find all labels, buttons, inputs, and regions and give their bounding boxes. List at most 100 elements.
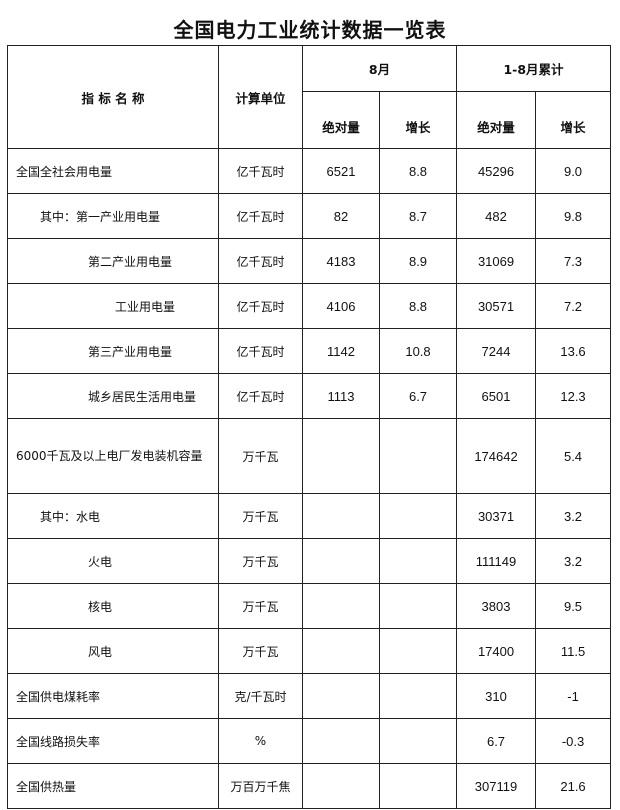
header-indicator-name: 指 标 名 称 [7,45,219,149]
cum-growth: 9.8 [535,193,612,239]
table-row: 全国供热量 万百万千焦 307119 21.6 [7,763,612,809]
row-name: 全国线路损失率 [7,718,219,764]
header-cum-abs: 绝对量 [456,91,537,149]
cum-growth: 13.6 [535,328,612,374]
table-row: 火电 万千瓦 111149 3.2 [7,538,612,584]
cum-growth: 7.3 [535,238,612,284]
row-unit: 万千瓦 [218,628,303,674]
table-row: 6000千瓦及以上电厂发电装机容量 万千瓦 174642 5.4 [7,418,612,494]
month-abs [302,673,380,719]
row-unit: 亿千瓦时 [218,148,303,194]
cum-abs: 7244 [456,328,537,374]
cum-abs: 111149 [456,538,537,584]
month-growth [378,673,458,719]
month-abs [302,628,380,674]
table-row: 核电 万千瓦 3803 9.5 [7,583,612,629]
cum-abs: 31069 [456,238,537,284]
row-unit: 亿千瓦时 [218,238,303,284]
header-month-abs: 绝对量 [302,91,380,149]
header-month-growth: 增长 [378,91,458,149]
month-growth [378,493,458,539]
month-abs [302,418,380,494]
table-row: 全国全社会用电量 亿千瓦时 6521 8.8 45296 9.0 [7,148,612,194]
cum-growth: -0.3 [535,718,612,764]
month-abs: 4106 [302,283,380,329]
header-month: 8月 [301,45,458,92]
month-growth: 8.7 [378,193,458,239]
month-abs [302,583,380,629]
month-growth: 10.8 [378,328,458,374]
cum-abs: 174642 [456,418,537,494]
cum-abs: 307119 [456,763,537,809]
month-growth [378,763,458,809]
month-abs: 1142 [302,328,380,374]
table-row: 工业用电量 亿千瓦时 4106 8.8 30571 7.2 [7,283,612,329]
cum-abs: 6501 [456,373,537,419]
month-growth [378,718,458,764]
month-growth: 8.8 [378,283,458,329]
cum-abs: 30571 [456,283,537,329]
table-row: 全国线路损失率% 6.7 -0.3 [7,718,612,764]
month-abs [302,718,380,764]
table-row: 其中：第一产业用电量 亿千瓦时 82 8.7 482 9.8 [7,193,612,239]
cum-growth: 9.5 [535,583,612,629]
month-growth [378,418,458,494]
month-abs: 6521 [302,148,380,194]
cum-growth: 11.5 [535,628,612,674]
row-unit: 亿千瓦时 [218,328,303,374]
row-name: 第二产业用电量 [7,238,219,284]
row-name: 6000千瓦及以上电厂发电装机容量 [7,418,219,494]
cum-growth: 5.4 [535,418,612,494]
row-name: 核电 [7,583,219,629]
cum-growth: 7.2 [535,283,612,329]
month-abs [302,493,380,539]
row-unit: 亿千瓦时 [218,373,303,419]
cum-growth: 12.3 [535,373,612,419]
row-unit: 亿千瓦时 [218,193,303,239]
month-growth [378,628,458,674]
statistics-table: 指 标 名 称 计算单位 8月 1-8月累计 绝对量 增长 绝对量 增长 全国全… [7,45,612,809]
row-name: 工业用电量 [7,283,219,329]
row-name: 全国供电煤耗率 [7,673,219,719]
cum-growth: 9.0 [535,148,612,194]
table-row: 全国供电煤耗率 克/千瓦时 310 -1 [7,673,612,719]
row-name: 城乡居民生活用电量 [7,373,219,419]
row-name: 火电 [7,538,219,584]
row-name: 第三产业用电量 [7,328,219,374]
month-abs: 1113 [302,373,380,419]
header-unit: 计算单位 [218,45,303,149]
cum-abs: 482 [456,193,537,239]
row-unit: 亿千瓦时 [218,283,303,329]
header-cum-growth: 增长 [535,91,612,149]
page-title: 全国电力工业统计数据一览表 [173,18,447,42]
table-row: 第三产业用电量 亿千瓦时 1142 10.8 7244 13.6 [7,328,612,374]
row-unit: 万千瓦 [218,493,303,539]
cum-abs: 45296 [456,148,537,194]
month-growth [378,583,458,629]
cum-abs: 30371 [456,493,537,539]
row-unit: % [218,718,303,764]
table-row: 风电 万千瓦 17400 11.5 [7,628,612,674]
row-unit: 克/千瓦时 [218,673,303,719]
row-unit: 万千瓦 [218,583,303,629]
row-name: 全国全社会用电量 [7,148,219,194]
cum-growth: 21.6 [535,763,612,809]
table-row: 城乡居民生活用电量 亿千瓦时 1113 6.7 6501 12.3 [7,373,612,419]
month-abs [302,538,380,584]
row-name: 全国供热量 [7,763,219,809]
header-cumulative: 1-8月累计 [456,45,612,92]
month-abs [302,763,380,809]
table-row: 其中：水电 万千瓦 30371 3.2 [7,493,612,539]
month-abs: 82 [302,193,380,239]
row-name: 风电 [7,628,219,674]
cum-growth: 3.2 [535,493,612,539]
month-growth: 8.9 [378,238,458,284]
cum-abs: 3803 [456,583,537,629]
cum-abs: 310 [456,673,537,719]
cum-growth: 3.2 [535,538,612,584]
row-name: 其中：第一产业用电量 [7,193,219,239]
month-growth: 8.8 [378,148,458,194]
row-unit: 万千瓦 [218,538,303,584]
cum-abs: 6.7 [456,718,537,764]
month-growth [378,538,458,584]
